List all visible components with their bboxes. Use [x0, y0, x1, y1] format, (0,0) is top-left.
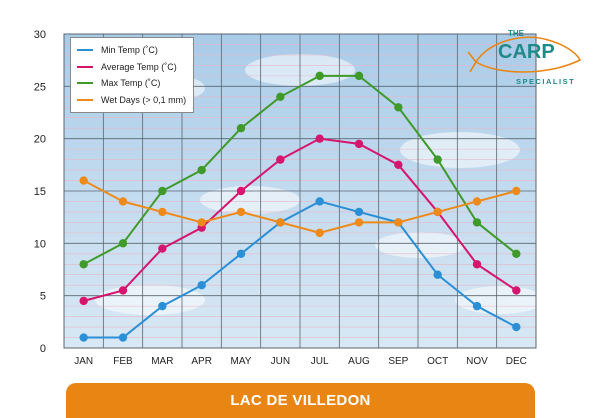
- legend-item-average-temp: Average Temp (˚C): [77, 59, 187, 76]
- logo-text-carp: CARP: [498, 41, 555, 63]
- data-point: [236, 124, 246, 133]
- x-tick-label: JUN: [271, 356, 290, 367]
- data-point: [354, 71, 364, 81]
- legend-swatch-average: [77, 65, 93, 68]
- data-point: [158, 207, 167, 217]
- x-tick-label: MAY: [231, 356, 252, 367]
- data-point: [394, 160, 403, 170]
- data-point: [512, 322, 521, 332]
- data-point: [472, 301, 482, 311]
- data-point: [276, 92, 285, 102]
- data-point: [276, 218, 285, 227]
- data-point: [118, 239, 128, 248]
- x-tick-label: JAN: [74, 356, 93, 367]
- fish-outline-icon: [474, 36, 582, 73]
- data-point: [472, 197, 482, 206]
- x-tick-label: DEC: [506, 356, 527, 367]
- data-point: [354, 139, 364, 149]
- y-axis-ticks: 0 5 10 15 20 25 30: [34, 29, 46, 355]
- series-line: [83, 137, 517, 302]
- legend-item-min-temp: Min Temp (˚C): [77, 42, 187, 59]
- x-tick-label: APR: [191, 356, 212, 367]
- data-point: [472, 260, 482, 269]
- data-point: [236, 207, 246, 217]
- data-point: [118, 197, 128, 206]
- data-point: [433, 155, 442, 164]
- data-point: [512, 249, 521, 258]
- legend-swatch-min: [77, 49, 93, 52]
- series-line: [83, 74, 517, 266]
- data-point: [315, 134, 324, 143]
- data-point: [472, 218, 482, 227]
- data-point: [354, 207, 364, 217]
- data-point: [158, 301, 167, 311]
- x-tick-label: JUL: [311, 356, 329, 367]
- series-line: [83, 179, 517, 234]
- chart-legend: Min Temp (˚C) Average Temp (˚C) Max Temp…: [70, 37, 194, 113]
- data-point: [512, 186, 521, 196]
- data-point: [394, 103, 403, 112]
- y-tick-label: 0: [40, 343, 46, 355]
- series-lines: [79, 71, 521, 342]
- carp-specialist-logo: THE CARP SPECIALIST: [468, 29, 582, 86]
- data-point: [433, 207, 442, 217]
- data-point: [276, 155, 285, 164]
- data-point: [354, 218, 364, 227]
- y-tick-label: 5: [40, 291, 46, 303]
- data-point: [236, 249, 246, 258]
- data-point: [197, 165, 206, 175]
- x-tick-label: NOV: [466, 356, 488, 367]
- data-point: [433, 270, 442, 279]
- y-tick-label: 20: [34, 134, 46, 146]
- logo-text-specialist: SPECIALIST: [516, 77, 575, 86]
- data-point: [79, 176, 88, 185]
- data-point: [158, 186, 167, 196]
- data-point: [315, 228, 324, 238]
- y-tick-label: 15: [34, 186, 46, 198]
- data-point: [118, 286, 128, 295]
- legend-label-min: Min Temp (˚C): [101, 45, 158, 56]
- legend-label-wet: Wet Days (> 0,1 mm): [101, 94, 187, 105]
- x-tick-label: SEP: [388, 356, 408, 367]
- data-point: [158, 244, 167, 253]
- legend-label-average: Average Temp (˚C): [101, 61, 177, 72]
- legend-item-max-temp: Max Temp (˚C): [77, 75, 187, 92]
- y-tick-label: 30: [34, 29, 46, 41]
- plot-border: [63, 33, 537, 349]
- data-point: [79, 260, 88, 269]
- data-point: [512, 286, 521, 295]
- location-title: LAC DE VILLEDON: [230, 392, 371, 409]
- data-point: [79, 296, 88, 306]
- x-tick-label: OCT: [427, 356, 448, 367]
- y-tick-label: 25: [34, 81, 46, 93]
- series-line: [83, 200, 517, 339]
- data-point: [315, 197, 324, 206]
- x-tick-label: MAR: [151, 356, 173, 367]
- data-point: [236, 186, 246, 196]
- x-tick-label: AUG: [348, 356, 370, 367]
- fish-tail-icon: [468, 51, 477, 73]
- data-point: [197, 281, 206, 290]
- legend-item-wet-days: Wet Days (> 0,1 mm): [77, 92, 187, 109]
- legend-label-max: Max Temp (˚C): [101, 78, 161, 89]
- data-point: [118, 333, 128, 342]
- data-point: [315, 71, 324, 81]
- x-tick-label: FEB: [113, 356, 133, 367]
- y-tick-label: 10: [34, 238, 46, 250]
- data-point: [197, 218, 206, 227]
- logo-text-the: THE: [508, 29, 525, 38]
- legend-swatch-max: [77, 82, 93, 85]
- x-axis-ticks: JAN FEB MAR APR MAY JUN JUL AUG SEP OCT NOV DEC: [74, 356, 527, 367]
- legend-swatch-wet: [77, 98, 93, 101]
- data-point: [394, 218, 403, 227]
- data-point: [79, 333, 88, 342]
- location-title-bar: LAC DE VILLEDON: [66, 383, 535, 418]
